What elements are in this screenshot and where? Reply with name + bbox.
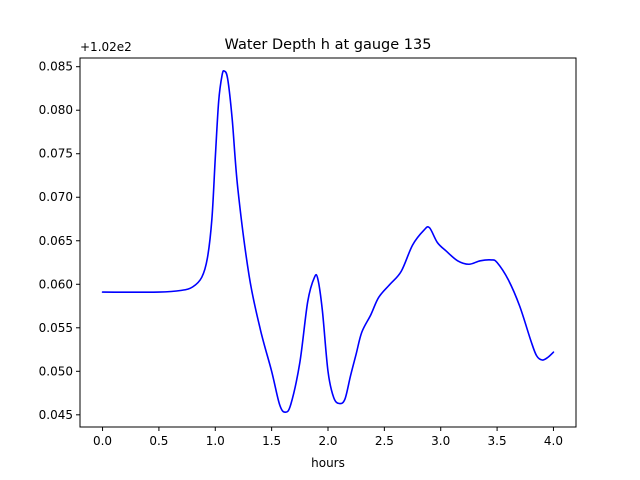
y-tick-label: 0.055 bbox=[39, 321, 73, 335]
x-tick-label: 2.0 bbox=[318, 434, 337, 448]
y-axis-offset-text: +1.02e2 bbox=[80, 40, 132, 54]
series-layer bbox=[101, 69, 555, 414]
x-tick-label: 1.5 bbox=[262, 434, 281, 448]
y-tick-label: 0.045 bbox=[39, 408, 73, 422]
x-tick-label: 3.5 bbox=[488, 434, 507, 448]
y-tick-label: 0.050 bbox=[39, 364, 73, 378]
plot-area-frame bbox=[79, 57, 577, 428]
chart-title: Water Depth h at gauge 135 bbox=[225, 37, 432, 53]
axis-ticks: 0.0 0.5 1.0 1.5 2.0 2.5 3.0 3.5 4.0 0.045 0.050 0.0… bbox=[39, 60, 563, 448]
y-tick-label: 0.075 bbox=[39, 147, 73, 161]
x-tick-label: 3.0 bbox=[431, 434, 450, 448]
y-tick-label: 0.070 bbox=[39, 190, 73, 204]
x-tick-label: 0.0 bbox=[93, 434, 112, 448]
x-tick-label: 2.5 bbox=[375, 434, 394, 448]
y-tick-label: 0.085 bbox=[39, 60, 73, 74]
y-tick-label: 0.065 bbox=[39, 234, 73, 248]
x-tick-label: 1.0 bbox=[206, 434, 225, 448]
series-line-1 bbox=[101, 69, 555, 414]
y-tick-label: 0.060 bbox=[39, 277, 73, 291]
x-tick-label: 0.5 bbox=[149, 434, 168, 448]
y-tick-label: 0.080 bbox=[39, 103, 73, 117]
x-axis-title: hours bbox=[311, 456, 345, 470]
x-tick-label: 4.0 bbox=[544, 434, 563, 448]
